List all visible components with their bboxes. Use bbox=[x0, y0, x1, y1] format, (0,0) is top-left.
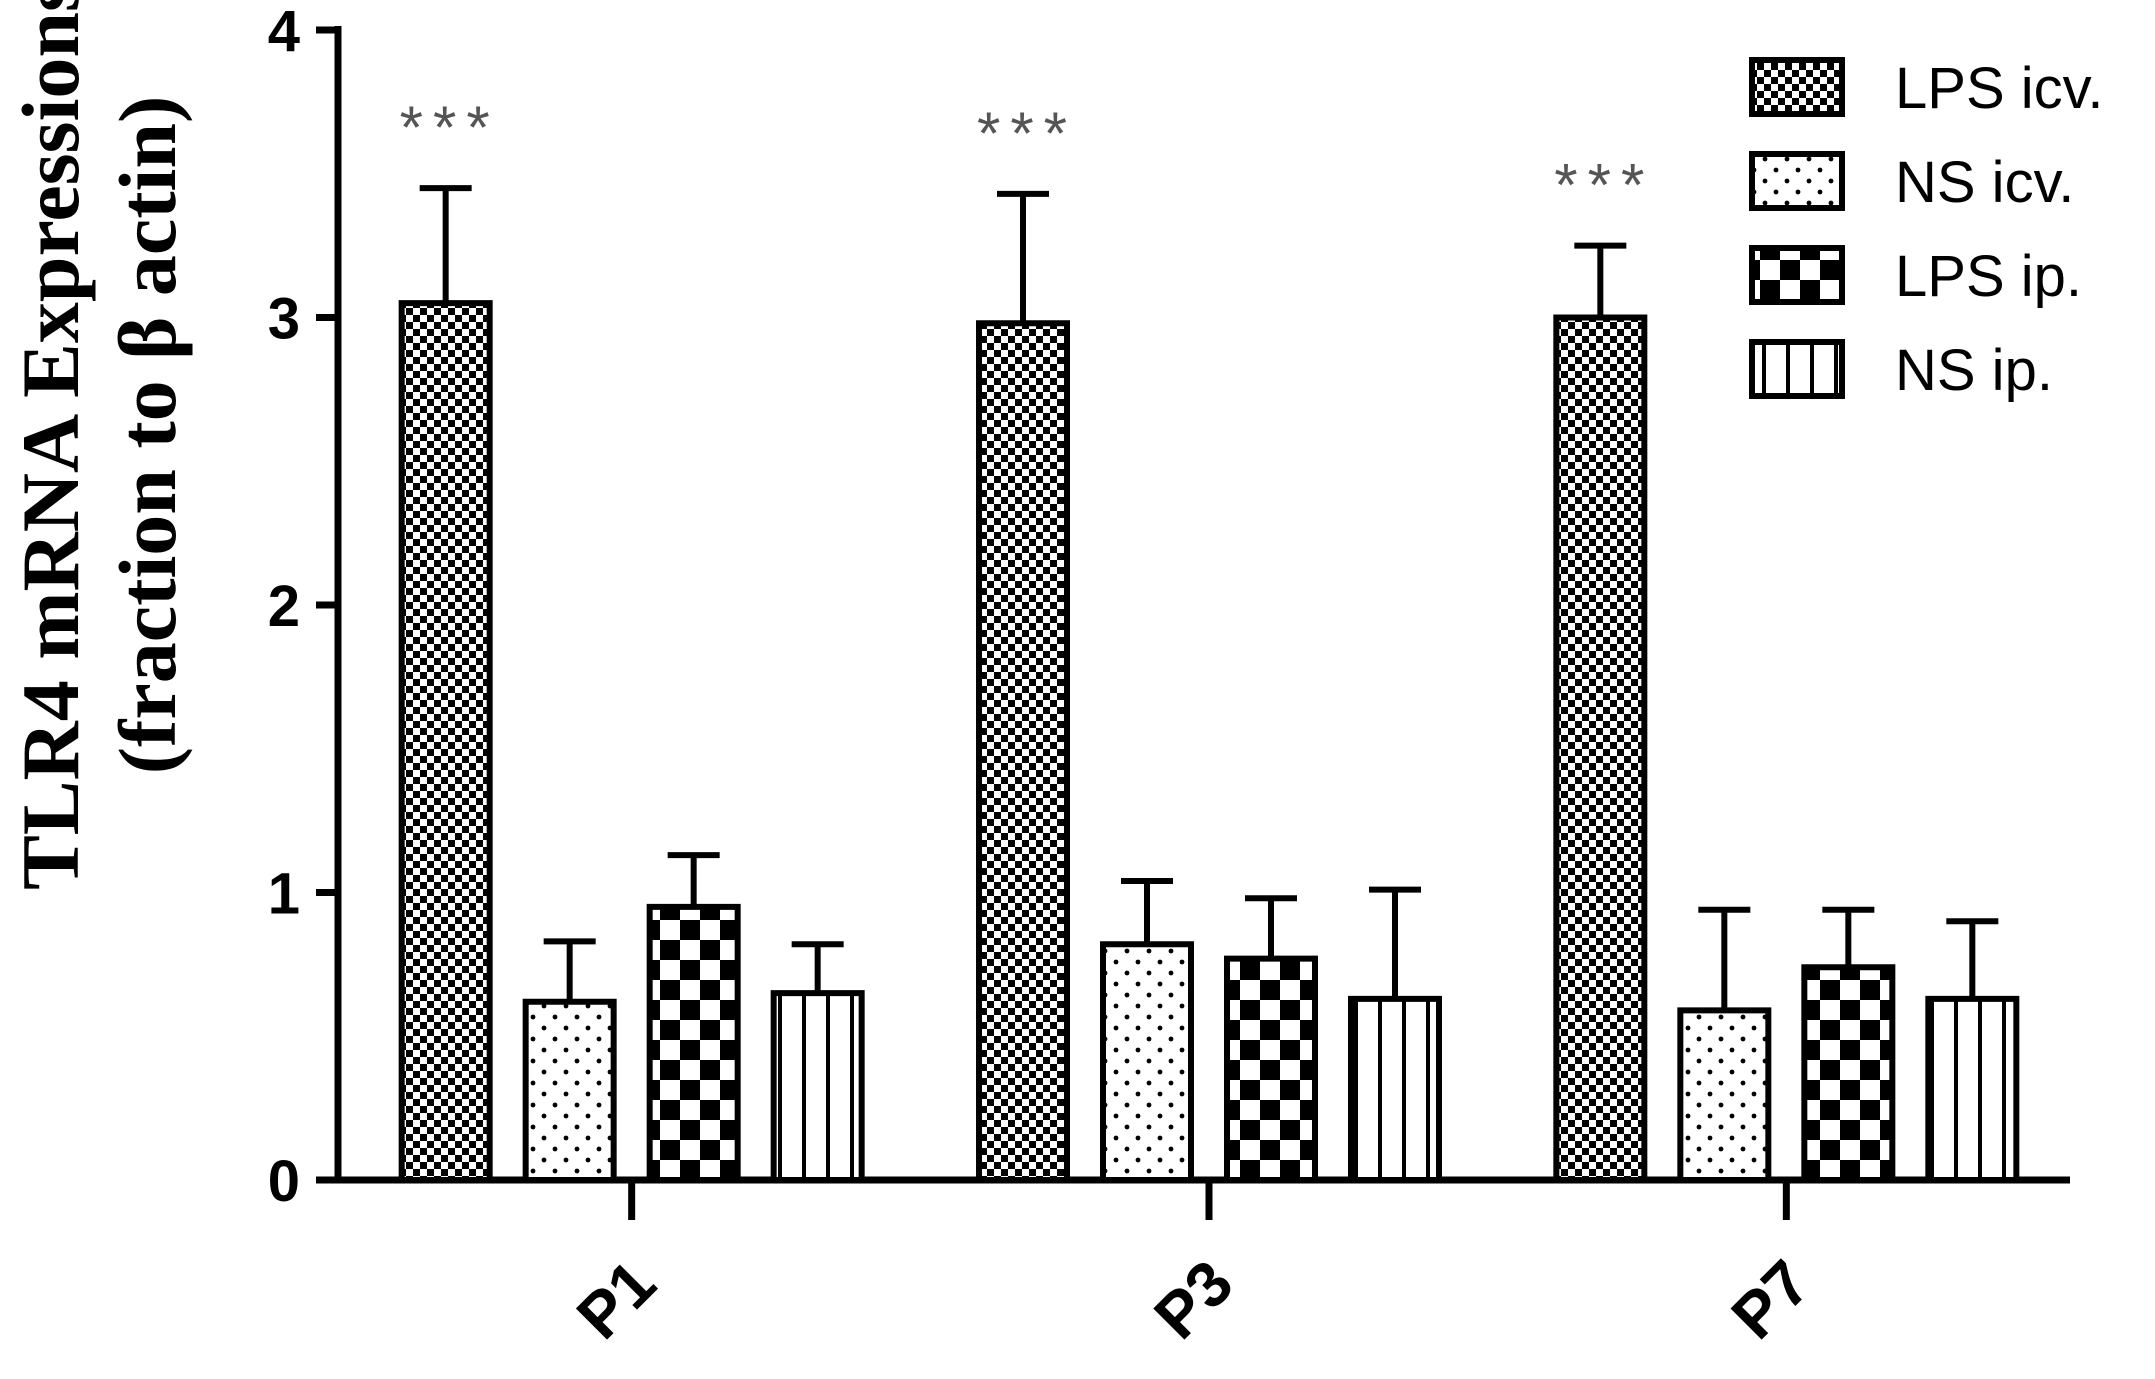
bar-lps-ip-p3 bbox=[1224, 955, 1318, 1183]
y-tick-label: 3 bbox=[268, 287, 300, 352]
y-tick-label: 0 bbox=[268, 1149, 300, 1214]
y-axis-title-line1: TLR4 mRNA Expressions bbox=[5, 0, 96, 890]
bar-ns-ip-p7 bbox=[1925, 995, 2020, 1183]
bar-lps-ip-p1 bbox=[646, 903, 741, 1183]
legend-label: NS icv. bbox=[1895, 150, 2074, 215]
legend-label: NS ip. bbox=[1895, 338, 2053, 403]
legend-swatch bbox=[1749, 57, 1845, 117]
legend-swatch bbox=[1749, 339, 1845, 399]
bar-ns-ip-p3 bbox=[1348, 995, 1442, 1183]
bar-series: *** *** *** bbox=[398, 94, 2020, 1183]
legend: LPS icv. NS icv. LPS ip. NS ip. bbox=[1749, 56, 2103, 403]
bar-lps-ip-p7 bbox=[1801, 964, 1896, 1183]
bar-ns-icv-p3 bbox=[1100, 941, 1194, 1183]
bar-ns-icv-p1 bbox=[522, 998, 617, 1183]
significance-marker: *** bbox=[400, 94, 500, 161]
bar-lps-icv-p7 bbox=[1553, 314, 1648, 1183]
y-tick-label: 4 bbox=[268, 0, 300, 64]
bar-lps-icv-p3 bbox=[976, 320, 1070, 1183]
y-axis-title: TLR4 mRNA Expressions (fraction to β act… bbox=[5, 0, 193, 890]
y-axis-ticks: 0 1 2 3 4 bbox=[268, 0, 338, 1214]
x-tick-label: P7 bbox=[1718, 1246, 1824, 1352]
y-axis-title-line2: (fraction to β actin) bbox=[102, 96, 193, 775]
y-tick-label: 1 bbox=[268, 862, 300, 927]
legend-swatch bbox=[1749, 245, 1845, 305]
legend-swatch bbox=[1749, 151, 1845, 211]
y-tick-label: 2 bbox=[268, 574, 300, 639]
bar-ns-icv-p7 bbox=[1677, 1007, 1772, 1183]
bar-ns-ip-p1 bbox=[770, 990, 865, 1183]
legend-label: LPS icv. bbox=[1895, 56, 2103, 121]
x-tick-label: P1 bbox=[563, 1246, 669, 1352]
legend-label: LPS ip. bbox=[1895, 244, 2082, 309]
significance-marker: *** bbox=[977, 100, 1077, 167]
x-tick-label: P3 bbox=[1140, 1246, 1246, 1352]
x-axis-ticks: P1 P3 P7 bbox=[563, 1180, 1824, 1353]
significance-marker: *** bbox=[1554, 152, 1654, 219]
bar-lps-icv-p1 bbox=[398, 300, 493, 1183]
